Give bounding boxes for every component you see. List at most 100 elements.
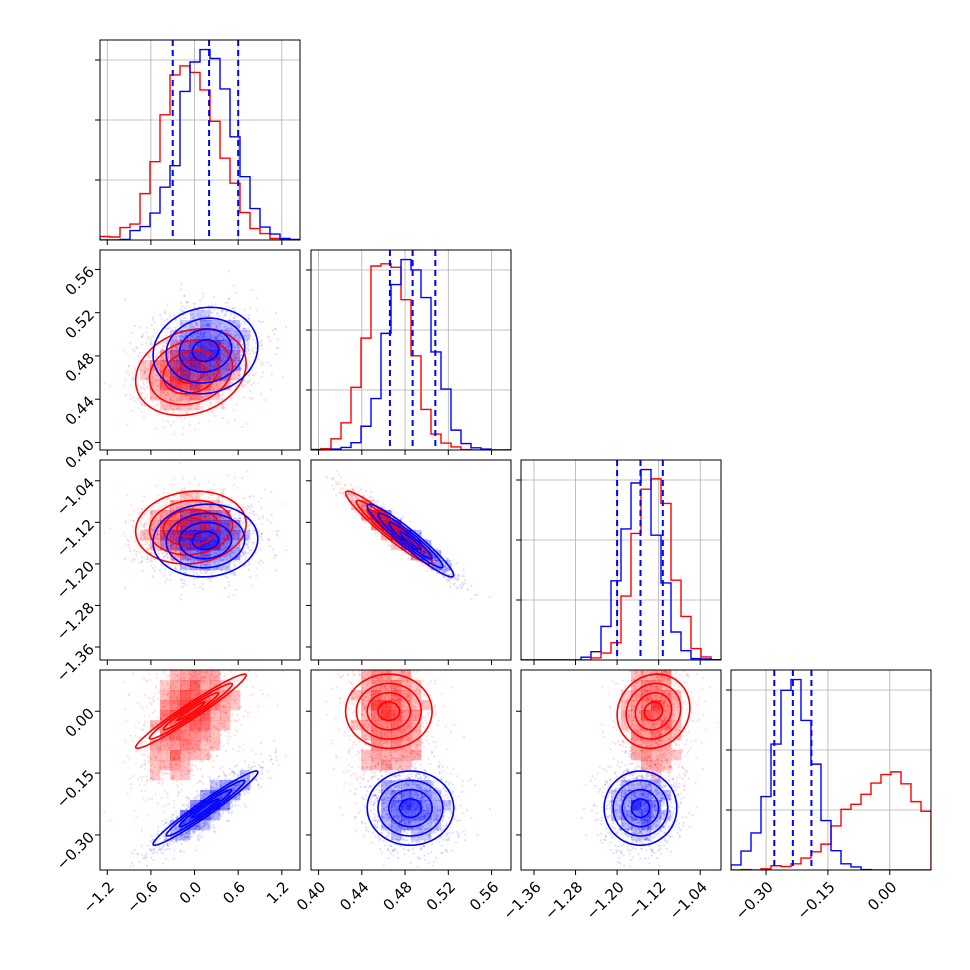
sample-point [160,317,163,320]
sample-point [253,352,256,355]
sample-point [184,400,187,403]
sample-point [239,350,242,353]
sample-point [171,338,174,341]
sample-point [134,368,137,371]
sample-point [173,408,176,412]
sample-point [214,335,217,339]
sample-point [161,347,164,350]
sample-point [255,574,258,577]
sample-point [142,362,145,365]
sample-point [192,316,195,319]
density-cell [160,360,171,371]
sample-point [188,424,191,427]
sample-point [173,395,176,398]
sample-point [164,504,167,507]
sample-point [148,364,151,367]
sample-point [178,335,181,338]
sample-point [176,407,179,410]
density-cell [200,370,211,381]
sample-point [223,364,226,368]
sample-point [168,326,171,330]
sample-point [235,362,238,365]
sample-point [237,352,240,355]
sample-point [183,294,186,297]
sample-point [124,557,127,560]
sample-point [164,408,167,411]
sample-point [139,369,142,372]
sample-point [236,352,240,355]
sample-point [166,410,169,413]
sample-point [133,558,136,561]
sample-point [243,327,246,330]
histogram-panel [726,669,932,875]
sample-point [161,552,164,555]
sample-point [221,397,224,400]
sample-point [241,425,244,429]
sample-point [226,363,229,366]
sample-point [144,543,147,546]
sample-point [140,401,143,404]
sample-point [141,500,144,503]
sample-point [222,336,225,339]
sample-point [141,411,144,414]
sample-point [234,376,237,380]
sample-point [201,405,204,408]
sample-point [247,552,250,555]
sample-point [232,359,235,362]
sample-point [192,318,195,321]
sample-point [221,398,224,402]
density-cell [200,360,211,371]
sample-point [212,386,215,389]
sample-point [140,403,144,406]
sample-point [135,347,138,350]
sample-point [305,576,307,578]
sample-point [233,564,236,567]
sample-point [209,364,212,368]
sample-point [228,364,232,367]
sample-point [260,375,263,378]
sample-point [146,523,149,526]
sample-point [182,411,185,414]
sample-point [147,547,150,550]
sample-point [210,322,213,325]
sample-point [235,291,238,294]
sample-point [229,314,232,317]
sample-point [196,332,199,335]
sample-point [109,384,112,387]
sample-point [230,328,234,331]
sample-point [126,493,129,497]
sample-point [193,428,196,431]
sample-point [233,365,236,368]
sample-point [218,361,221,364]
sample-point [154,397,157,400]
sample-point [140,335,143,338]
sample-point [177,397,180,400]
sample-point [220,357,223,360]
sample-point [222,371,225,375]
sample-point [176,407,179,410]
sample-point [233,336,236,339]
sample-point [234,364,237,368]
sample-point [157,494,160,497]
sample-point [233,358,236,361]
sample-point [229,319,232,322]
histogram-series-1 [311,263,511,450]
sample-point [201,324,204,327]
sample-point [228,525,231,528]
sample-point [220,358,223,361]
sample-point [109,528,112,531]
sample-point [145,541,148,544]
sample-point [161,401,164,404]
sample-point [140,556,143,559]
sample-point [161,359,164,362]
sample-point [124,587,127,590]
sample-point [226,355,229,358]
sample-point [249,306,252,309]
sample-point [221,309,224,312]
sample-point [154,517,157,521]
sample-point [227,370,230,373]
sample-point [150,557,153,560]
sample-point [153,558,156,561]
sample-point [194,336,197,339]
sample-point [149,341,152,344]
